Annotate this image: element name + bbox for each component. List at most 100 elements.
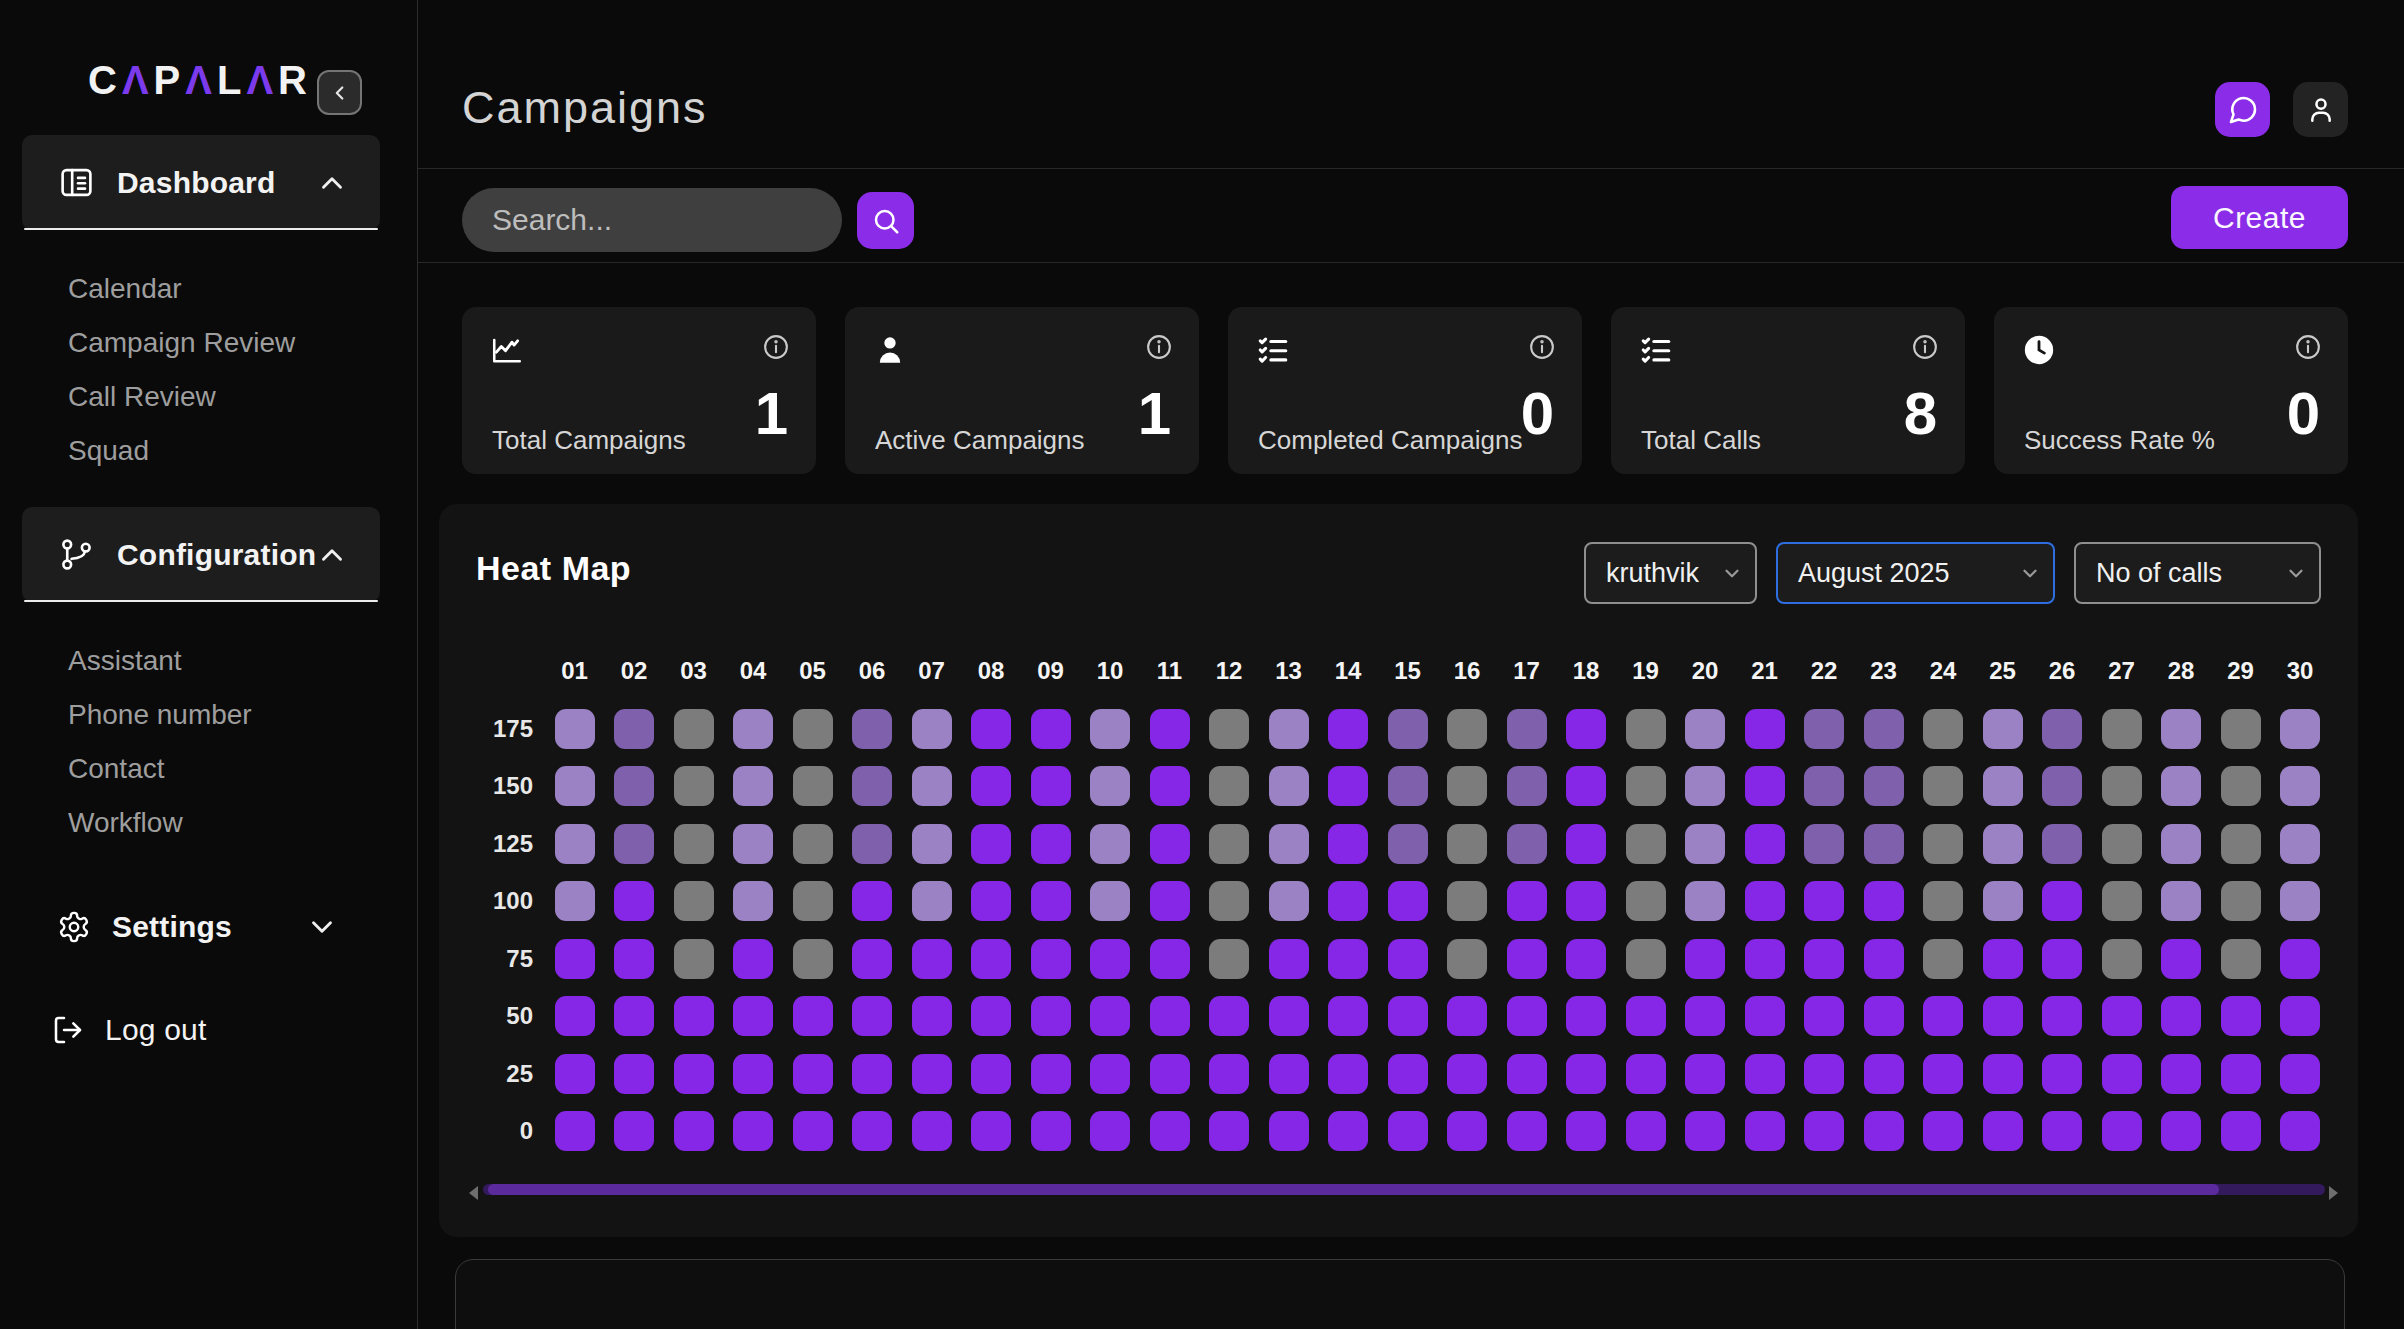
- search-button[interactable]: [857, 192, 914, 249]
- heatmap-cell: [1150, 824, 1190, 864]
- heatmap-cell: [2102, 996, 2142, 1036]
- heatmap-cell: [555, 1054, 595, 1094]
- search-input[interactable]: [462, 188, 842, 252]
- heatmap-cell: [1150, 766, 1190, 806]
- info-icon[interactable]: [1911, 333, 1939, 361]
- heatmap-cell: [733, 996, 773, 1036]
- heatmap-cell: [1626, 709, 1666, 749]
- heatmap-col-label: 15: [1388, 651, 1428, 691]
- create-button[interactable]: Create: [2171, 186, 2348, 249]
- heatmap-cell: [1685, 939, 1725, 979]
- heatmap-filter-select-2[interactable]: No of calls: [2074, 542, 2321, 604]
- heatmap-cell: [1804, 766, 1844, 806]
- heatmap-cell: [912, 1111, 952, 1151]
- scroll-right-icon[interactable]: [2329, 1186, 2338, 1200]
- heatmap-cell: [1804, 709, 1844, 749]
- heatmap-cell: [555, 881, 595, 921]
- heatmap-scrollbar-track[interactable]: [483, 1184, 2325, 1195]
- list-checks-icon: [1639, 333, 1673, 367]
- heatmap-col-label: 22: [1804, 651, 1844, 691]
- heatmap-cell: [1566, 709, 1606, 749]
- info-icon[interactable]: [1528, 333, 1556, 361]
- heatmap-filter-select-0[interactable]: kruthvik: [1584, 542, 1757, 604]
- heatmap-col-label: 05: [793, 651, 833, 691]
- sidebar-item-calendar[interactable]: Calendar: [0, 262, 418, 316]
- info-icon[interactable]: [762, 333, 790, 361]
- user-icon: [873, 333, 907, 367]
- sidebar-item-workflow[interactable]: Workflow: [0, 796, 418, 850]
- heatmap-cell: [1269, 939, 1309, 979]
- user-icon: [2305, 94, 2337, 126]
- heatmap-cell: [1209, 939, 1249, 979]
- scroll-left-icon[interactable]: [469, 1186, 478, 1200]
- heatmap-cell: [614, 766, 654, 806]
- user-button[interactable]: [2293, 82, 2348, 137]
- heatmap-row-label: 150: [439, 766, 535, 806]
- sidebar-item-call-review[interactable]: Call Review: [0, 370, 418, 424]
- sidebar-item-contact[interactable]: Contact: [0, 742, 418, 796]
- chat-button[interactable]: [2215, 82, 2270, 137]
- sidebar-collapse-button[interactable]: [317, 70, 362, 115]
- sidebar-item-squad[interactable]: Squad: [0, 424, 418, 478]
- heatmap-cell: [1328, 824, 1368, 864]
- heatmap-cell: [733, 881, 773, 921]
- logout-button[interactable]: Log out: [0, 1002, 418, 1058]
- heatmap-cell: [1864, 996, 1904, 1036]
- heatmap-filter-select-1[interactable]: August 2025: [1776, 542, 2055, 604]
- heatmap-col-label: 23: [1864, 651, 1904, 691]
- heatmap-cell: [1328, 881, 1368, 921]
- heatmap-cell: [2221, 766, 2261, 806]
- heatmap-cell: [1150, 1111, 1190, 1151]
- gear-icon: [57, 910, 91, 944]
- heatmap-cell: [2102, 1111, 2142, 1151]
- heatmap-cell: [614, 996, 654, 1036]
- stat-value: 8: [1904, 379, 1937, 448]
- heatmap-cell: [1031, 824, 1071, 864]
- heatmap-cell: [2042, 1054, 2082, 1094]
- heatmap-cell: [1685, 766, 1725, 806]
- heatmap-cell: [2221, 1054, 2261, 1094]
- heatmap-cell: [1804, 939, 1844, 979]
- heatmap-cell: [2102, 766, 2142, 806]
- heatmap-col-label: 08: [971, 651, 1011, 691]
- sidebar-item-campaign-review[interactable]: Campaign Review: [0, 316, 418, 370]
- heatmap-cell: [2161, 939, 2201, 979]
- heatmap-cell: [614, 709, 654, 749]
- heatmap-cell: [793, 996, 833, 1036]
- heatmap-cell: [674, 996, 714, 1036]
- sidebar-item-phone-number[interactable]: Phone number: [0, 688, 418, 742]
- sidebar-section-settings[interactable]: Settings: [0, 899, 418, 955]
- heatmap-cell: [1923, 996, 1963, 1036]
- heatmap-cell: [1804, 881, 1844, 921]
- info-icon[interactable]: [1145, 333, 1173, 361]
- heatmap-cell: [1031, 939, 1071, 979]
- stat-label: Success Rate %: [2024, 425, 2215, 456]
- heatmap-cell: [1626, 1054, 1666, 1094]
- sidebar-section-dashboard[interactable]: Dashboard: [22, 135, 380, 230]
- heatmap-cell: [1328, 1111, 1368, 1151]
- sidebar-item-assistant[interactable]: Assistant: [0, 634, 418, 688]
- heatmap-cell: [1507, 766, 1547, 806]
- stat-label: Active Campaigns: [875, 425, 1085, 456]
- heatmap-cell: [1507, 881, 1547, 921]
- heatmap-cell: [2042, 996, 2082, 1036]
- heatmap-cell: [614, 881, 654, 921]
- heatmap-col-label: 11: [1150, 651, 1190, 691]
- heatmap-cell: [1269, 881, 1309, 921]
- heatmap-cell: [793, 939, 833, 979]
- heatmap-cell: [1031, 881, 1071, 921]
- heatmap-cell: [2221, 824, 2261, 864]
- heatmap-cell: [1566, 1111, 1606, 1151]
- heatmap-cell: [1685, 1054, 1725, 1094]
- stat-card-success-rate-: 0Success Rate %: [1994, 307, 2348, 474]
- heatmap-scrollbar-thumb[interactable]: [488, 1184, 2219, 1195]
- heatmap-cell: [1983, 881, 2023, 921]
- sidebar-section-configuration[interactable]: Configuration: [22, 507, 380, 602]
- heatmap-cell: [1150, 709, 1190, 749]
- heatmap-cell: [614, 1054, 654, 1094]
- sidebar-section-label: Settings: [112, 910, 232, 944]
- heatmap-cell: [2280, 1111, 2320, 1151]
- info-icon[interactable]: [2294, 333, 2322, 361]
- heatmap-cell: [1507, 1054, 1547, 1094]
- heatmap-cell: [2280, 1054, 2320, 1094]
